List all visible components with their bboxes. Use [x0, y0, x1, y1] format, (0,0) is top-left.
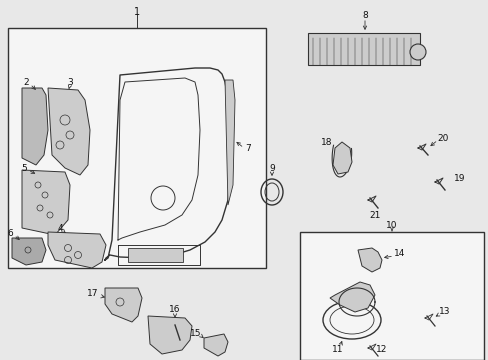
- Polygon shape: [22, 170, 70, 235]
- Text: 8: 8: [362, 10, 367, 19]
- Text: 13: 13: [438, 307, 450, 316]
- Polygon shape: [224, 80, 235, 205]
- Text: 9: 9: [268, 163, 274, 172]
- Text: 20: 20: [436, 134, 448, 143]
- Polygon shape: [48, 232, 106, 268]
- Circle shape: [409, 44, 425, 60]
- Text: 3: 3: [67, 77, 73, 86]
- Text: 16: 16: [169, 306, 181, 315]
- Bar: [8, 28, 265, 268]
- Text: 10: 10: [386, 220, 397, 230]
- Text: 1: 1: [134, 7, 140, 17]
- Polygon shape: [332, 142, 351, 174]
- Polygon shape: [148, 316, 192, 354]
- Text: 14: 14: [393, 249, 405, 258]
- Bar: [307, 33, 419, 65]
- Text: 18: 18: [321, 138, 332, 147]
- Text: 11: 11: [331, 346, 343, 355]
- Bar: [128, 248, 183, 262]
- Text: 12: 12: [376, 346, 387, 355]
- Text: 4: 4: [57, 224, 62, 233]
- Polygon shape: [48, 88, 90, 175]
- Text: 5: 5: [21, 163, 27, 172]
- Text: 17: 17: [87, 289, 99, 298]
- Polygon shape: [203, 334, 227, 356]
- Text: 21: 21: [368, 211, 380, 220]
- Text: 15: 15: [190, 328, 202, 338]
- Polygon shape: [22, 88, 48, 165]
- Text: 7: 7: [244, 144, 250, 153]
- Bar: [299, 232, 483, 360]
- Polygon shape: [105, 288, 142, 322]
- Text: 2: 2: [23, 77, 29, 86]
- Polygon shape: [12, 238, 46, 265]
- Text: 19: 19: [453, 174, 465, 183]
- Text: 6: 6: [7, 229, 13, 238]
- Polygon shape: [357, 248, 381, 272]
- Polygon shape: [329, 282, 374, 312]
